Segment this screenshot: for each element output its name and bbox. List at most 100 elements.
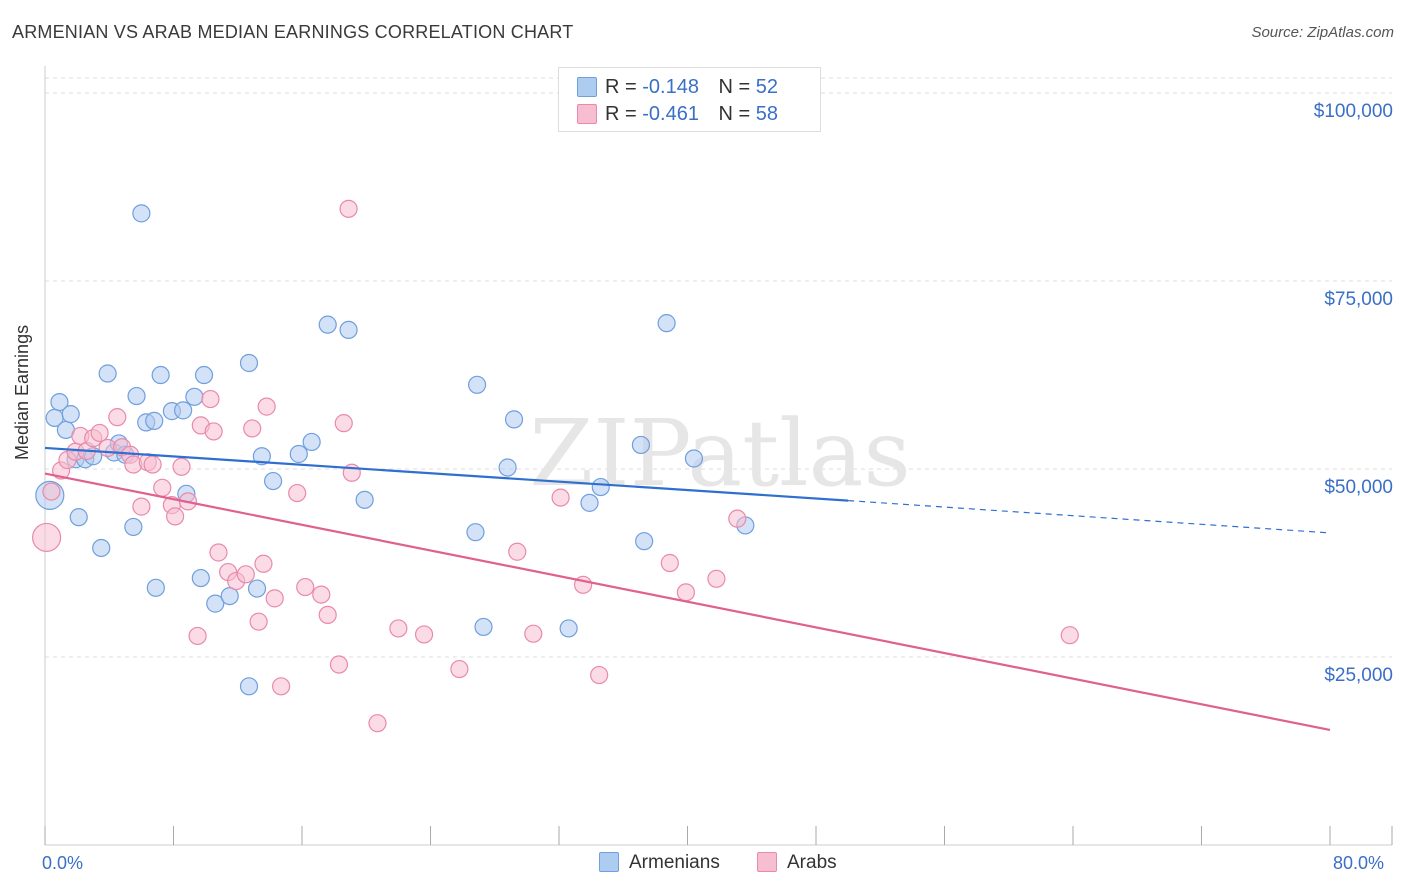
r-value: -0.148 <box>642 76 699 98</box>
r-label: R = <box>605 76 637 98</box>
arab-point <box>209 543 228 562</box>
r-label: R = <box>605 103 637 125</box>
armenian-point <box>339 320 358 340</box>
arabs-swatch <box>577 104 597 124</box>
arab-point <box>32 522 62 553</box>
arab-point <box>312 585 331 604</box>
armenians-swatch <box>599 852 619 872</box>
armenian-point <box>146 578 165 597</box>
armenian-point <box>151 365 170 385</box>
arab-point <box>334 414 353 433</box>
arab-point <box>551 488 570 507</box>
armenian-point <box>684 449 704 468</box>
arab-point <box>524 624 543 643</box>
armenian-point <box>498 458 517 477</box>
arab-point <box>339 199 358 218</box>
arab-point <box>389 619 408 638</box>
armenian-point <box>289 444 308 464</box>
arab-point <box>318 605 337 625</box>
armenian-point <box>247 579 267 598</box>
armenian-point <box>92 538 111 558</box>
watermark: ZIPatlas <box>529 400 910 507</box>
armenian-point <box>239 353 259 373</box>
source-label: Source: ZipAtlas.com <box>1251 24 1394 41</box>
arab-point <box>368 714 387 733</box>
armenians-trend-extension <box>848 500 1331 534</box>
arab-point <box>265 589 284 608</box>
armenian-point <box>355 490 374 509</box>
arab-point <box>243 419 262 438</box>
armenian-point <box>252 447 271 466</box>
r-value: -0.461 <box>642 103 699 125</box>
arab-point <box>257 397 276 416</box>
arab-point <box>90 423 109 443</box>
arabs-trend-line <box>44 472 1331 732</box>
armenian-point <box>191 568 210 588</box>
arab-point <box>329 655 349 674</box>
arab-point <box>508 542 527 561</box>
arab-point <box>254 554 273 573</box>
legend-armenians-label: Armenians <box>629 852 720 873</box>
arab-point <box>201 389 220 409</box>
chart-title: ARMENIAN VS ARAB MEDIAN EARNINGS CORRELA… <box>12 22 574 42</box>
arab-point <box>660 553 679 573</box>
armenians-swatch <box>577 77 597 97</box>
legend-arabs[interactable]: Arabs <box>757 852 837 874</box>
arab-point <box>42 482 61 501</box>
y-tick-label: $25,000 <box>1324 665 1393 686</box>
armenian-point <box>206 594 225 613</box>
axes <box>44 66 1393 846</box>
y-tick-labels: $25,000 $50,000 $75,000 $100,000 <box>1314 101 1393 686</box>
legend-row-armenians: R = -0.148 N = 52 <box>577 76 779 99</box>
armenian-point <box>69 508 88 527</box>
armenian-point <box>631 435 651 455</box>
y-tick-label: $50,000 <box>1324 477 1393 498</box>
arab-point <box>143 455 162 474</box>
legend-arabs-label: Arabs <box>787 852 837 873</box>
armenian-point <box>591 477 610 497</box>
armenian-point <box>132 204 151 223</box>
legend-row-arabs: R = -0.461 N = 58 <box>577 103 779 126</box>
armenian-point <box>61 405 80 424</box>
arab-point <box>728 509 747 528</box>
armenian-point <box>127 386 146 406</box>
armenian-point <box>174 401 193 420</box>
arab-point <box>236 565 255 584</box>
armenian-point <box>302 432 321 452</box>
n-value: 52 <box>755 76 779 98</box>
armenians-trend-line <box>44 446 849 502</box>
arabs-points <box>32 199 1079 733</box>
armenian-point <box>657 314 676 333</box>
arab-point <box>676 583 695 602</box>
x-max-label: 80.0% <box>1333 853 1385 873</box>
arab-point <box>188 626 207 646</box>
y-tick-label: $100,000 <box>1314 101 1393 122</box>
arab-point <box>172 457 191 476</box>
x-min-label: 0.0% <box>42 853 84 873</box>
armenian-point <box>580 493 599 512</box>
n-label: N = <box>718 103 751 125</box>
arab-point <box>414 625 434 644</box>
n-value: 58 <box>755 103 779 125</box>
arabs-swatch <box>757 852 777 872</box>
arab-point <box>450 659 469 679</box>
armenian-point <box>98 364 117 383</box>
armenian-point <box>239 677 259 696</box>
armenian-point <box>185 387 204 406</box>
armenian-point <box>50 392 69 412</box>
arab-point <box>153 478 172 497</box>
arab-point <box>108 408 127 427</box>
armenian-point <box>467 375 487 394</box>
armenian-point <box>263 471 283 491</box>
armenian-point <box>466 523 485 542</box>
arab-point <box>1060 626 1079 645</box>
armenian-point <box>504 410 524 429</box>
arab-point <box>296 577 315 597</box>
armenian-point <box>559 619 578 638</box>
legend-armenians[interactable]: Armenians <box>599 852 720 874</box>
arab-point <box>166 507 185 526</box>
arab-point <box>272 677 291 696</box>
arab-point <box>707 569 726 588</box>
arab-point <box>204 422 223 441</box>
